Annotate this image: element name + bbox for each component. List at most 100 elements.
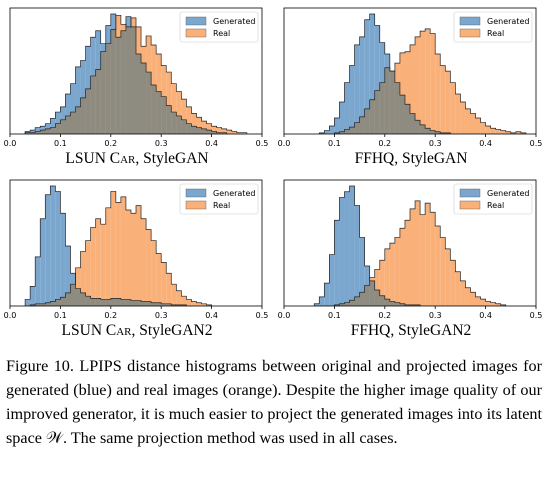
overlap-bar bbox=[65, 115, 71, 134]
overlap-bar bbox=[75, 288, 81, 306]
series-outline bbox=[334, 28, 527, 134]
overlap-bar bbox=[50, 301, 56, 306]
x-tick-label: 0.1 bbox=[54, 311, 67, 320]
overlap-bar bbox=[90, 298, 96, 306]
histogram-bar bbox=[339, 102, 345, 134]
x-tick-label: 0.3 bbox=[155, 139, 168, 148]
histogram-bar bbox=[475, 296, 481, 306]
legend-label: Generated bbox=[487, 189, 529, 198]
figure-caption: Figure 10. LPIPS distance histograms bet… bbox=[6, 354, 542, 450]
histogram-bar bbox=[75, 267, 81, 306]
histogram-bar bbox=[500, 130, 506, 134]
overlap-bar bbox=[374, 90, 380, 134]
x-axis: 0.0 0.1 0.2 0.3 0.4 0.5 bbox=[4, 306, 268, 320]
histogram-panel: 0.0 0.1 0.2 0.3 0.4 0.5 Generated Real FFHQ, Sty… bbox=[278, 4, 542, 174]
overlap-bar bbox=[80, 97, 86, 134]
overlap-bar bbox=[364, 285, 370, 306]
overlap-bar bbox=[415, 120, 421, 134]
overlap-bar bbox=[379, 295, 385, 306]
legend: Generated Real bbox=[453, 11, 533, 43]
panel-title-main: FFHQ, StyleGAN2 bbox=[350, 322, 472, 339]
overlap-bar bbox=[35, 303, 41, 306]
overlap-bar bbox=[339, 303, 345, 306]
histogram-bar bbox=[65, 246, 71, 306]
overlap-bar bbox=[115, 298, 121, 306]
overlap-bar bbox=[30, 132, 36, 134]
overlap-bar bbox=[349, 127, 355, 134]
histogram-bar bbox=[50, 186, 56, 306]
x-tick-label: 0.2 bbox=[104, 311, 117, 320]
overlap-bar bbox=[151, 84, 157, 134]
histogram-bar bbox=[45, 194, 51, 306]
histogram-bar bbox=[480, 122, 486, 134]
histogram-bar bbox=[80, 60, 86, 134]
figure: 0.0 0.1 0.2 0.3 0.4 0.5 Generated Real LSUN Car,… bbox=[4, 4, 542, 340]
histogram-bar bbox=[100, 224, 106, 306]
panel-title-suffix: , StyleGAN2 bbox=[131, 322, 213, 339]
legend-label: Generated bbox=[213, 17, 255, 26]
overlap-bar bbox=[176, 115, 182, 134]
panel-title-smallcaps: ar bbox=[116, 322, 132, 339]
overlap-bar bbox=[354, 296, 360, 306]
overlap-bar bbox=[25, 132, 31, 134]
overlap-bar bbox=[399, 95, 405, 134]
overlap-bar bbox=[75, 106, 81, 134]
histogram-bar bbox=[515, 131, 521, 134]
histogram-bar bbox=[95, 218, 101, 306]
overlap-bar bbox=[45, 302, 51, 306]
overlap-bar bbox=[384, 67, 390, 134]
panel-title-main: LSUN C bbox=[61, 322, 117, 339]
overlap-bar bbox=[40, 130, 46, 134]
histogram-bar bbox=[510, 132, 516, 134]
overlap-bar bbox=[196, 127, 202, 134]
overlap-bar bbox=[379, 82, 385, 134]
plot-frame bbox=[283, 179, 537, 307]
legend-label: Real bbox=[213, 201, 230, 210]
histogram-bar bbox=[151, 240, 157, 306]
histogram-bar bbox=[60, 213, 66, 306]
overlap-bar bbox=[445, 132, 451, 134]
histogram-bar bbox=[25, 299, 31, 306]
histogram-bar bbox=[80, 251, 86, 306]
histogram-bar bbox=[349, 65, 355, 134]
overlap-bar bbox=[435, 131, 441, 134]
histogram-bar bbox=[359, 36, 365, 134]
histogram-bar bbox=[55, 112, 61, 134]
histogram-bar bbox=[55, 191, 61, 306]
histogram-bar bbox=[470, 292, 476, 306]
overlap-bar bbox=[115, 37, 121, 134]
overlap-bar bbox=[394, 302, 400, 306]
histogram-bar bbox=[70, 83, 76, 134]
plot-frame bbox=[9, 7, 263, 135]
x-tick-label: 0.1 bbox=[328, 139, 341, 148]
histogram-bar bbox=[324, 283, 330, 306]
x-tick-label: 0.4 bbox=[479, 311, 492, 320]
histogram-bar bbox=[40, 218, 46, 306]
overlap-bar bbox=[136, 300, 142, 306]
histogram-bar bbox=[186, 106, 192, 134]
overlap-bar bbox=[389, 71, 395, 134]
x-tick-label: 0.0 bbox=[278, 139, 291, 148]
histogram-bar bbox=[369, 14, 375, 134]
panel-title: LSUN Car, StyleGAN2 bbox=[6, 322, 268, 340]
overlap-bar bbox=[125, 299, 131, 306]
histogram-bar bbox=[490, 128, 496, 134]
histogram-panel: 0.0 0.1 0.2 0.3 0.4 0.5 Generated Real LSUN Car,… bbox=[4, 4, 268, 174]
histogram-bar bbox=[520, 132, 526, 134]
legend-label: Real bbox=[213, 29, 230, 38]
x-tick-label: 0.2 bbox=[104, 139, 117, 148]
histogram-svg: 0.0 0.1 0.2 0.3 0.4 0.5 Generated Real bbox=[4, 7, 268, 148]
histogram-bar bbox=[475, 118, 481, 134]
overlap-bar bbox=[171, 304, 177, 306]
overlap-bar bbox=[95, 298, 101, 306]
histogram-bar bbox=[334, 220, 340, 306]
histogram-bar bbox=[115, 202, 121, 306]
overlap-bar bbox=[415, 304, 421, 306]
histogram-bar bbox=[505, 131, 511, 134]
histogram-bar bbox=[374, 269, 380, 306]
overlap-bar bbox=[161, 96, 167, 134]
series-real bbox=[30, 191, 212, 306]
legend-swatch bbox=[185, 16, 207, 26]
plot-frame bbox=[283, 7, 537, 135]
histogram-bar bbox=[231, 131, 237, 134]
